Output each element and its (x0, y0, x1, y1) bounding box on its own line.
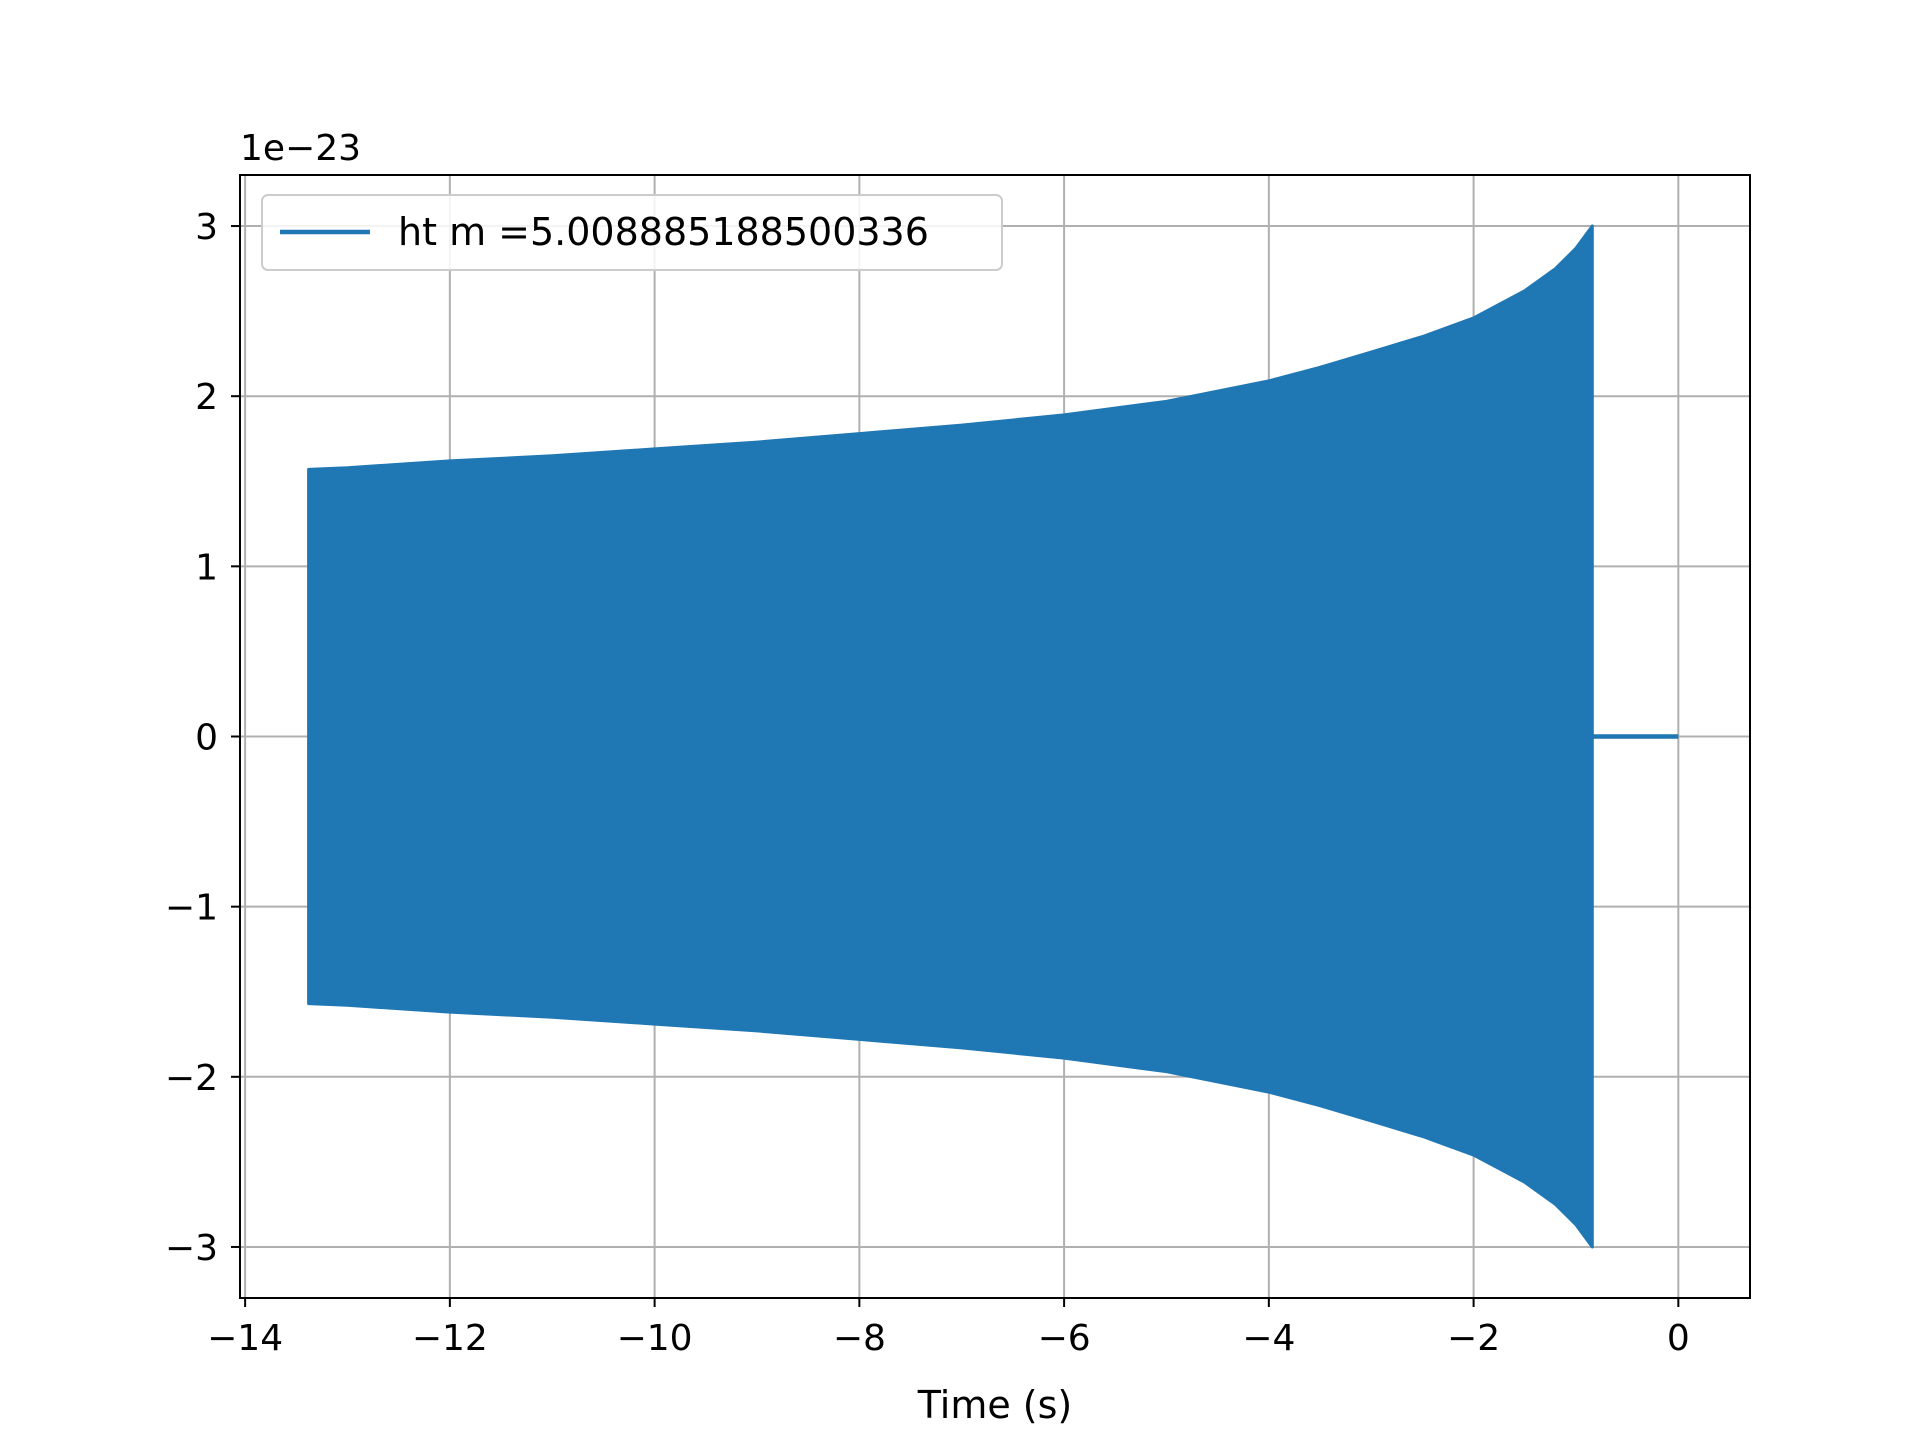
x-axis-label: Time (s) (917, 1383, 1073, 1427)
x-tick-label: −10 (617, 1318, 693, 1359)
legend-box (261, 194, 1003, 271)
x-tick-label: −8 (833, 1318, 886, 1359)
x-tick-label: −12 (412, 1318, 488, 1359)
legend-label: ht m =5.008885188500336 (398, 210, 929, 254)
x-tick-label: 0 (1667, 1318, 1690, 1359)
series-waveform-envelope (307, 224, 1594, 1249)
y-tick-label: 2 (195, 377, 218, 418)
y-tick-label: −3 (165, 1228, 218, 1269)
y-tick-label: −2 (165, 1058, 218, 1099)
y-axis-offset-label: 1e−23 (240, 128, 361, 169)
plot-series (307, 224, 1679, 1249)
y-axis-ticks: −3 −2 −1 0 1 2 3 (165, 207, 240, 1269)
y-tick-label: 3 (195, 207, 218, 248)
x-tick-label: −14 (207, 1318, 283, 1359)
y-tick-label: −1 (165, 888, 218, 929)
x-axis-ticks: −14 −12 −10 −8 −6 −4 −2 0 (207, 1298, 1690, 1359)
x-tick-label: −6 (1038, 1318, 1091, 1359)
y-tick-label: 1 (195, 547, 218, 588)
x-tick-label: −2 (1447, 1318, 1500, 1359)
y-tick-label: 0 (195, 718, 218, 759)
x-tick-label: −4 (1242, 1318, 1295, 1359)
legend: ht m =5.008885188500336 (261, 194, 1003, 271)
